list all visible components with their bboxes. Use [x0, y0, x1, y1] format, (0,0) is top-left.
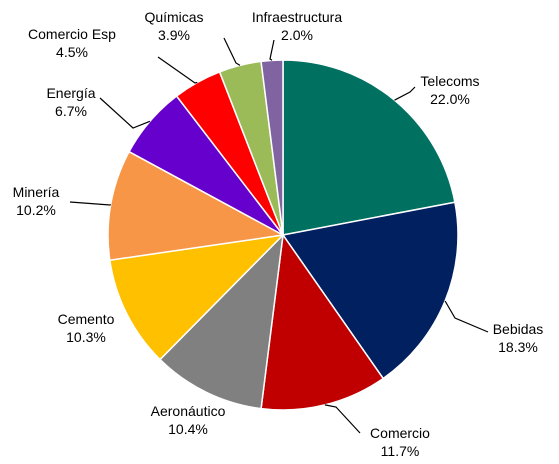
- slice-value-aeronautico: 10.4%: [168, 421, 208, 437]
- leader-line-bebidas: [444, 300, 489, 333]
- slice-value-bebidas: 18.3%: [498, 339, 538, 355]
- leader-line-comercio-esp: [157, 56, 198, 84]
- slice-label-cemento: Cemento: [58, 311, 115, 327]
- pie-slice-cemento: [108, 233, 286, 361]
- slice-label-quimicas: Químicas: [144, 9, 203, 25]
- slice-value-cemento: 10.3%: [66, 329, 106, 345]
- slice-label-comercio-esp: Comercio Esp: [28, 26, 116, 42]
- leader-line-quimicas: [223, 37, 241, 66]
- pie-slice-infraestructura: [260, 59, 284, 236]
- slice-label-infraestructura: Infraestructura: [252, 9, 342, 25]
- slice-value-infraestructura: 2.0%: [281, 27, 313, 43]
- leader-line-telecoms: [394, 86, 416, 101]
- slice-value-quimicas: 3.9%: [158, 27, 190, 43]
- leader-line-energia: [99, 97, 151, 129]
- pie-slices: [107, 59, 459, 411]
- leader-line-mineria: [69, 201, 112, 206]
- slice-label-telecoms: Telecoms: [420, 73, 479, 89]
- leader-line-infraestructura: [269, 39, 275, 61]
- slice-label-energia: Energía: [46, 85, 95, 101]
- slice-label-bebidas: Bebidas: [493, 321, 544, 337]
- slice-label-mineria: Minería: [13, 184, 60, 200]
- slice-value-energia: 6.7%: [55, 103, 87, 119]
- slice-value-comercio: 11.7%: [381, 443, 420, 459]
- leader-line-comercio: [324, 404, 361, 434]
- slice-label-aeronautico: Aeronáutico: [151, 403, 226, 419]
- pie-labels: Telecoms 22.0% Bebidas 18.3% Comercio 11.7% Ae…: [13, 9, 544, 459]
- pie-slice-aeronautico: [158, 232, 285, 410]
- pie-slice-mineria: [107, 150, 286, 262]
- slice-label-comercio: Comercio: [370, 425, 430, 441]
- slice-value-mineria: 10.2%: [16, 202, 56, 218]
- pie-slice-bebidas: [281, 201, 459, 380]
- slice-value-telecoms: 22.0%: [430, 91, 470, 107]
- slice-value-comercio-esp: 4.5%: [56, 44, 88, 60]
